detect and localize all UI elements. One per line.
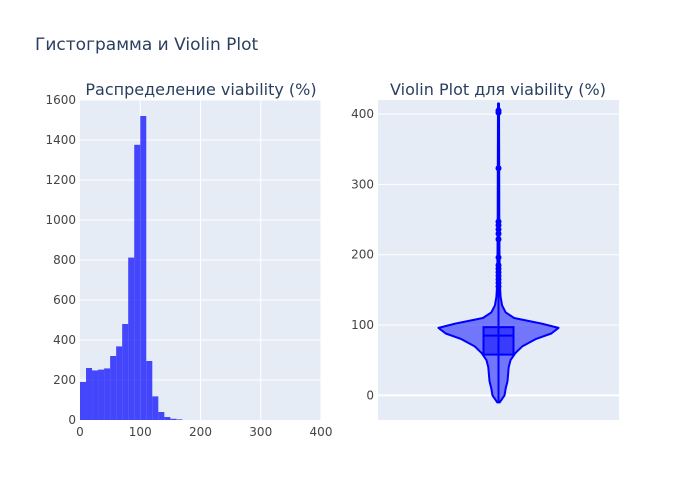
violin-panel: 0 100 200 300 400 Violin Plot для viability … <box>351 80 619 420</box>
violin-y-tick-label: 200 <box>351 248 374 262</box>
histogram-y-tick-label: 1600 <box>45 93 76 107</box>
violin-outlier-point <box>495 218 502 225</box>
histogram-bar <box>98 369 105 420</box>
histogram-y-tick-label: 200 <box>53 373 76 387</box>
histogram-bar <box>128 257 135 420</box>
histogram-bar <box>164 417 171 420</box>
histogram-y-tick-label: 1000 <box>45 213 76 227</box>
histogram-bar <box>170 418 177 420</box>
violin-outlier-point <box>495 262 502 269</box>
histogram-x-tick-label: 300 <box>249 425 272 439</box>
violin-outlier-point <box>495 226 502 233</box>
histogram-x-tick-labels: 0 100 200 300 400 <box>76 425 332 439</box>
histogram-x-tick-label: 100 <box>129 425 152 439</box>
histogram-bar <box>110 356 117 420</box>
histogram-bar <box>104 368 111 420</box>
histogram-x-tick-label: 200 <box>189 425 212 439</box>
histogram-y-tick-label: 400 <box>53 333 76 347</box>
violin-y-tick-label: 400 <box>351 107 374 121</box>
violin-y-tick-label: 100 <box>351 318 374 332</box>
figure-title: Гистограмма и Violin Plot <box>35 35 259 55</box>
violin-outlier-point <box>495 230 502 237</box>
histogram-bar <box>146 361 153 420</box>
histogram-bar <box>176 419 183 420</box>
violin-shapes <box>437 102 560 404</box>
histogram-bar <box>92 370 99 420</box>
histogram-bar <box>152 396 159 420</box>
histogram-bar <box>158 412 165 420</box>
histogram-bars <box>80 116 183 421</box>
violin-outlier-point <box>495 236 502 243</box>
histogram-bar <box>80 382 87 420</box>
histogram-panel: 0 200 400 600 800 1000 1200 1400 1600 0 100 200 300… <box>45 80 332 439</box>
histogram-bar <box>134 144 141 421</box>
violin-y-tick-label: 0 <box>366 388 374 402</box>
histogram-y-tick-label: 800 <box>53 253 76 267</box>
histogram-title: Распределение viability (%) <box>85 80 316 99</box>
histogram-bar <box>140 116 147 420</box>
histogram-y-tick-labels: 0 200 400 600 800 1000 1200 1400 1600 <box>45 93 76 427</box>
violin-outlier-point <box>495 254 502 261</box>
violin-y-tick-labels: 0 100 200 300 400 <box>351 107 374 402</box>
violin-outlier-point <box>495 107 502 114</box>
violin-y-tick-label: 300 <box>351 177 374 191</box>
histogram-y-tick-label: 1400 <box>45 133 76 147</box>
violin-title: Violin Plot для viability (%) <box>390 80 606 99</box>
histogram-x-tick-label: 0 <box>76 425 84 439</box>
histogram-y-tick-label: 600 <box>53 293 76 307</box>
histogram-x-tick-label: 400 <box>310 425 333 439</box>
histogram-bar <box>116 346 123 420</box>
violin-box <box>482 326 515 356</box>
histogram-y-tick-label: 0 <box>68 413 76 427</box>
histogram-bar <box>122 324 129 420</box>
violin-outlier-point <box>495 165 502 172</box>
histogram-y-tick-label: 1200 <box>45 173 76 187</box>
histogram-bar <box>86 368 93 420</box>
